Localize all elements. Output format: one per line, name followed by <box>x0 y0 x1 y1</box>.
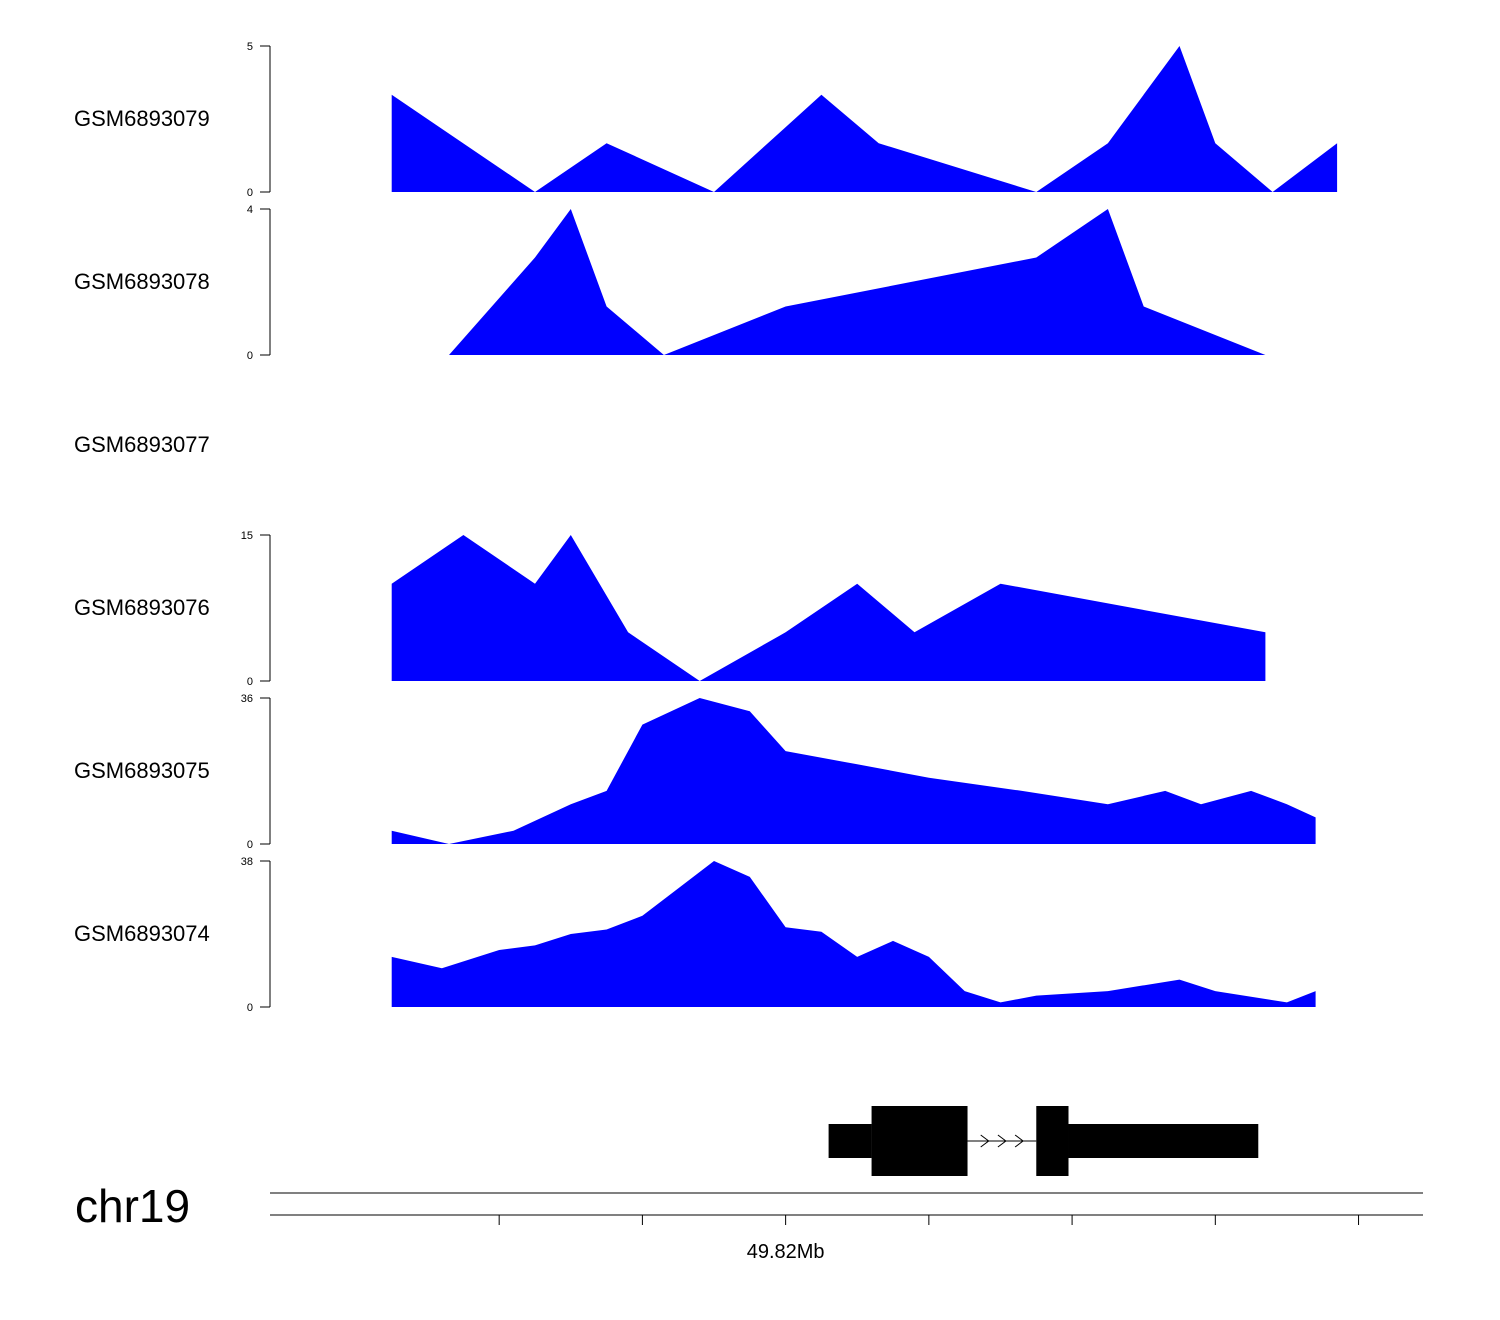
exon-cds <box>1036 1106 1069 1176</box>
y-tick-label: 0 <box>247 187 253 199</box>
track-label: GSM6893077 <box>74 432 210 457</box>
track-GSM6893075: GSM6893075 0 36 <box>74 693 1316 851</box>
y-tick-label: 38 <box>241 856 253 868</box>
track-GSM6893074: GSM6893074 0 38 <box>74 856 1316 1014</box>
signal-tracks: GSM6893079 0 5 GSM6893078 0 4 GSM6893077 GSM689… <box>74 41 1338 1014</box>
y-tick-label: 0 <box>247 350 253 362</box>
track-label: GSM6893074 <box>74 921 210 946</box>
y-tick-label: 15 <box>241 530 253 542</box>
exon-utr <box>828 1124 872 1158</box>
strand-arrow <box>997 1134 1007 1148</box>
track-GSM6893076: GSM6893076 0 15 <box>74 530 1266 688</box>
track-GSM6893079: GSM6893079 0 5 <box>74 41 1338 199</box>
signal-area <box>391 535 1266 681</box>
chromosome-label: chr19 <box>75 1180 190 1232</box>
exon-utr <box>1068 1124 1259 1158</box>
y-tick-label: 4 <box>247 204 253 216</box>
track-GSM6893078: GSM6893078 0 4 <box>74 204 1266 362</box>
genome-axis: 49.82Mb <box>270 1192 1423 1263</box>
signal-area <box>391 861 1316 1007</box>
y-tick-label: 36 <box>241 693 253 705</box>
strand-arrow <box>1014 1134 1024 1148</box>
gene-model-track <box>828 1106 1259 1176</box>
track-label: GSM6893076 <box>74 595 210 620</box>
y-tick-label: 0 <box>247 1002 253 1014</box>
track-label: GSM6893078 <box>74 269 210 294</box>
x-tick-label: 49.82Mb <box>747 1241 825 1263</box>
signal-area <box>391 698 1316 844</box>
signal-area <box>449 209 1266 355</box>
track-label: GSM6893079 <box>74 106 210 131</box>
exon-cds <box>871 1106 968 1176</box>
strand-arrow <box>980 1134 990 1148</box>
signal-area <box>391 46 1338 192</box>
y-tick-label: 0 <box>247 839 253 851</box>
track-GSM6893077: GSM6893077 <box>74 432 210 457</box>
y-tick-label: 0 <box>247 676 253 688</box>
track-label: GSM6893075 <box>74 758 210 783</box>
y-tick-label: 5 <box>247 41 253 53</box>
